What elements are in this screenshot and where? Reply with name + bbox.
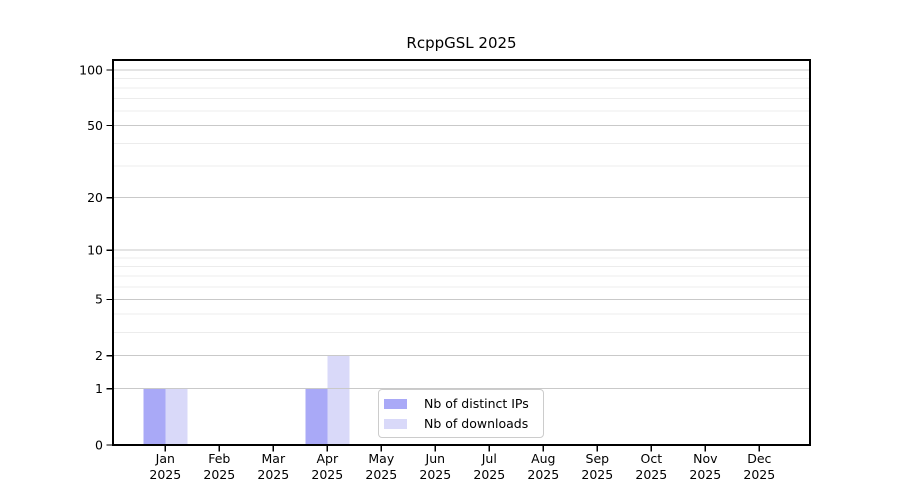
bar-downloads-apr [327,355,350,445]
y-tick-label-50: 50 [87,118,103,133]
x-tick-label-month-sep: Sep [586,451,610,466]
x-tick-label-month-oct: Oct [640,451,662,466]
x-tick-label-year-may: 2025 [365,467,397,482]
x-tick-label-month-jun: Jun [425,451,446,466]
legend-item-distinct-ips: Nb of distinct IPs [384,396,535,411]
legend-swatch-downloads [384,418,407,429]
y-tick-label-1: 1 [95,381,103,396]
bar-downloads-jan [165,388,188,445]
legend-label-downloads: Nb of downloads [424,416,529,431]
x-tick-label-month-jan: Jan [155,451,175,466]
x-tick-label-month-jul: Jul [481,451,497,466]
x-tick-label-month-feb: Feb [208,451,230,466]
bar-distinct-ips-apr [305,388,328,445]
y-tick-label-5: 5 [95,292,103,307]
x-tick-label-year-jun: 2025 [419,467,451,482]
x-tick-label-month-apr: Apr [316,451,338,466]
x-tick-label-month-may: May [368,451,394,466]
y-tick-label-10: 10 [87,242,103,257]
x-tick-label-year-oct: 2025 [635,467,667,482]
axes-spines [112,59,811,446]
legend: Nb of distinct IPs Nb of downloads [378,389,544,438]
legend-label-distinct-ips: Nb of distinct IPs [424,396,529,411]
y-tick-label-0: 0 [95,437,103,452]
legend-swatch-distinct-ips [384,398,407,409]
x-tick-label-year-dec: 2025 [743,467,775,482]
x-tick-label-year-mar: 2025 [257,467,289,482]
x-tick-label-month-mar: Mar [262,451,286,466]
x-tick-label-year-nov: 2025 [689,467,721,482]
y-tick-label-2: 2 [95,348,103,363]
x-tick-label-month-aug: Aug [531,451,555,466]
chart-title: RcppGSL 2025 [406,34,517,52]
x-tick-label-month-nov: Nov [693,451,718,466]
x-tick-label-year-jul: 2025 [473,467,505,482]
x-tick-label-month-dec: Dec [747,451,771,466]
x-tick-label-year-apr: 2025 [311,467,343,482]
x-tick-label-year-jan: 2025 [149,467,181,482]
x-tick-label-year-feb: 2025 [203,467,235,482]
y-tick-label-20: 20 [87,190,103,205]
bar-distinct-ips-jan [143,388,166,445]
y-tick-label-100: 100 [79,62,103,77]
legend-item-downloads: Nb of downloads [384,416,535,431]
x-tick-label-year-aug: 2025 [527,467,559,482]
x-tick-label-year-sep: 2025 [581,467,613,482]
